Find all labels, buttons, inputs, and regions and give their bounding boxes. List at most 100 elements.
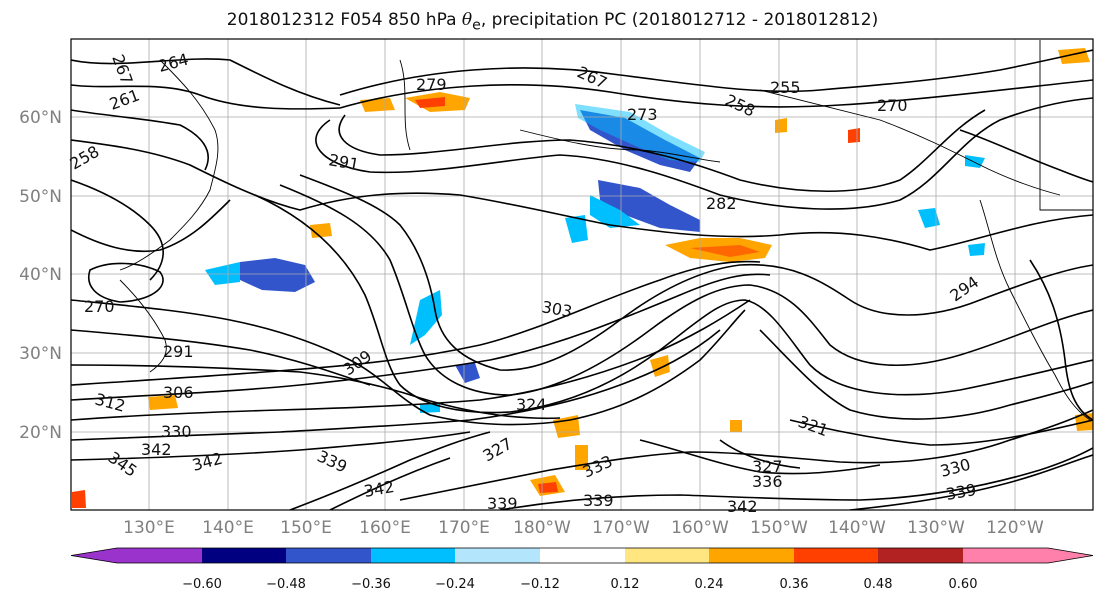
contour-label: 336 <box>752 472 783 491</box>
contour-line <box>71 364 561 420</box>
contour-line <box>71 58 341 106</box>
contour-line <box>71 260 761 386</box>
contour-line <box>849 454 1093 510</box>
lon-label: 150°E <box>280 518 332 538</box>
lat-label: 50°N <box>19 187 62 207</box>
coastline <box>399 59 411 151</box>
contour-line <box>339 49 1093 96</box>
map-grid <box>71 39 1093 510</box>
precip-negative-region <box>455 363 480 383</box>
colorbar-tick-label: −0.36 <box>351 577 391 592</box>
lon-label: 130°W <box>907 518 965 538</box>
lon-label: 150°W <box>750 518 808 538</box>
map-border <box>70 38 1094 511</box>
colorbar-segment <box>709 548 794 563</box>
precip-shading <box>72 48 1093 508</box>
colorbar-tick-label: 0.12 <box>611 577 640 592</box>
colorbar-tick-label: −0.24 <box>435 577 475 592</box>
contour-line <box>639 439 881 475</box>
contour-line <box>329 457 451 510</box>
precip-positive-region <box>310 223 332 238</box>
contour-line <box>71 273 771 401</box>
colorbar-segment <box>202 548 286 563</box>
theta-e-contours <box>71 49 1093 510</box>
contour-line <box>71 199 231 253</box>
contour-line <box>399 409 1093 501</box>
colorbar-segment <box>794 548 878 563</box>
lat-label: 60°N <box>19 108 62 128</box>
precip-positive-region <box>415 97 445 108</box>
contour-line <box>71 299 751 421</box>
lon-label: 170°E <box>438 518 490 538</box>
contour-label: 306 <box>163 383 194 402</box>
contour-line <box>959 129 1093 183</box>
colorbar-tick-label: −0.60 <box>182 577 222 592</box>
colorbar <box>70 547 1094 564</box>
contour-line <box>299 174 1093 371</box>
precip-positive-region <box>148 395 178 410</box>
coastline <box>979 199 1091 421</box>
contour-label: 330 <box>161 422 192 441</box>
lon-label: 180°W <box>513 518 571 538</box>
contour-line <box>71 179 164 281</box>
colorbar-tick-label: −0.12 <box>520 577 560 592</box>
title-theta-symbol: θ <box>461 10 473 30</box>
contour-label: 327 <box>752 457 783 476</box>
lon-label: 130°E <box>123 518 175 538</box>
contour-line <box>338 109 986 192</box>
colorbar-ticks: −0.60 −0.48 −0.36 −0.24 −0.12 0.12 0.24 … <box>182 577 977 592</box>
colorbar-segment <box>963 548 1093 563</box>
colorbar-tick-label: −0.48 <box>266 577 306 592</box>
precip-negative-region <box>420 404 440 413</box>
contour-line <box>71 329 371 386</box>
contour-label: 339 <box>583 491 614 510</box>
precip-negative-region <box>240 258 315 292</box>
precip-positive-region <box>72 490 86 508</box>
precip-positive-region <box>690 245 760 257</box>
colorbar-segment <box>455 548 540 563</box>
precip-negative-region <box>565 215 588 243</box>
lon-label: 120°W <box>986 518 1044 538</box>
contour-line <box>279 184 1093 396</box>
title-run: 2018012312 F054 850 hPa <box>226 10 457 30</box>
colorbar-segment <box>625 548 709 563</box>
contour-line <box>71 329 721 441</box>
lon-label: 140°E <box>202 518 254 538</box>
colorbar-outline <box>70 547 1094 564</box>
precip-negative-region <box>205 262 240 285</box>
contour-line <box>315 97 1093 210</box>
colorbar-tick-label: 0.60 <box>949 577 978 592</box>
precip-positive-region <box>775 118 787 133</box>
contour-label: 339 <box>487 494 518 513</box>
lat-label: 20°N <box>19 423 62 443</box>
longitude-axis: 130°E 140°E 150°E 160°E 170°E 180°W 170°… <box>123 518 1044 538</box>
map-title: 2018012312 F054 850 hPa θe, precipitatio… <box>0 10 1105 33</box>
contour-line <box>759 329 1093 420</box>
contour-label: 324 <box>516 395 547 414</box>
lon-label: 160°W <box>671 518 729 538</box>
title-rest: , precipitation PC (2018012712 - 2018012… <box>480 10 879 30</box>
contour-label: 270 <box>84 297 115 316</box>
lon-label: 170°W <box>592 518 650 538</box>
colorbar-segment <box>71 548 202 563</box>
colorbar-tick-label: 0.36 <box>780 577 809 592</box>
contour-label: 291 <box>163 342 194 361</box>
contour-line <box>499 447 1093 510</box>
title-subscript: e <box>472 17 481 34</box>
precip-positive-region <box>848 128 860 143</box>
precip-negative-region <box>918 208 940 228</box>
contour-line <box>1029 259 1093 421</box>
contour-label: 273 <box>627 105 658 124</box>
coastline <box>119 279 167 373</box>
contour-line <box>71 109 209 171</box>
coastline <box>519 129 721 163</box>
coastline <box>1039 40 1093 211</box>
precip-negative-region <box>575 104 705 162</box>
contour-label: 342 <box>727 497 758 516</box>
contour-label: 279 <box>416 75 447 94</box>
contour-label: 270 <box>877 96 908 115</box>
lat-label: 30°N <box>19 344 62 364</box>
latitude-axis: 60°N 50°N 40°N 30°N 20°N <box>19 108 62 443</box>
contour-label: 282 <box>706 194 737 213</box>
